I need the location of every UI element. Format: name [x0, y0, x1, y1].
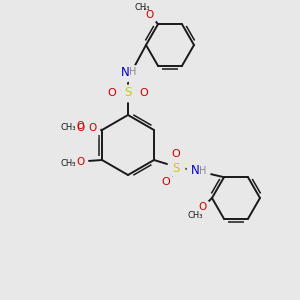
Text: O: O: [108, 88, 116, 98]
Text: O: O: [162, 177, 170, 187]
Text: O: O: [76, 157, 84, 167]
Text: H: H: [199, 166, 207, 176]
Text: O: O: [172, 149, 180, 159]
Text: N: N: [121, 67, 129, 80]
Text: CH₃: CH₃: [187, 212, 203, 220]
Text: O: O: [146, 10, 154, 20]
Text: O: O: [76, 123, 84, 133]
Text: N: N: [190, 164, 200, 176]
Text: O: O: [76, 121, 84, 131]
Text: O: O: [199, 202, 207, 212]
Text: H: H: [129, 67, 137, 77]
Text: O: O: [88, 123, 96, 133]
Text: CH₃: CH₃: [60, 122, 76, 131]
Text: CH₃: CH₃: [60, 158, 76, 167]
Text: CH₃: CH₃: [134, 3, 150, 12]
Text: S: S: [124, 86, 132, 100]
Text: S: S: [172, 161, 180, 175]
Text: O: O: [140, 88, 148, 98]
